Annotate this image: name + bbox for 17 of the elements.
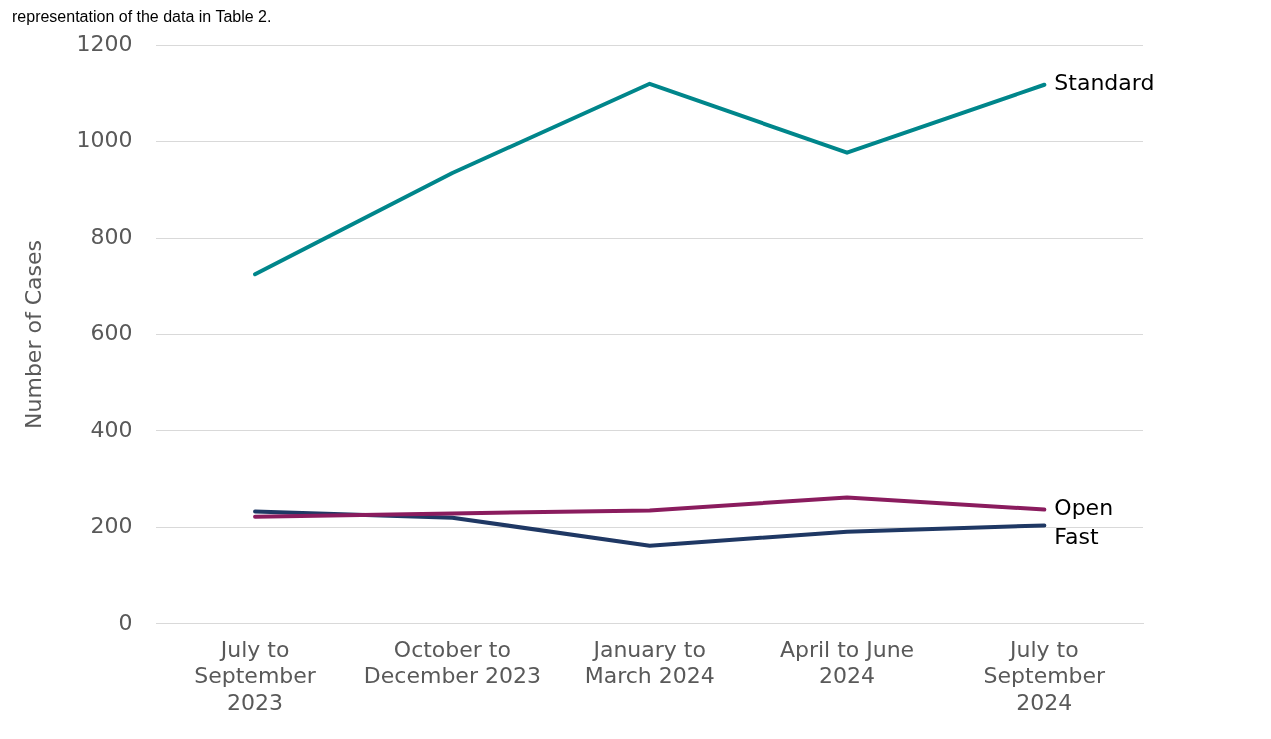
y-tick-label: 600 — [90, 320, 133, 346]
y-tick-label: 400 — [90, 416, 133, 442]
series-label: Fast — [1054, 524, 1099, 550]
x-tick-label: July to September 2024 — [983, 636, 1107, 715]
y-tick-label: 0 — [118, 609, 133, 635]
x-tick-label: April to June 2024 — [779, 636, 915, 689]
x-tick-label: January to March 2024 — [584, 636, 715, 689]
y-axis-title: Number of Cases — [20, 240, 46, 429]
series-label: Standard — [1054, 70, 1155, 96]
y-tick-label: 1000 — [76, 127, 133, 153]
y-tick-label: 1200 — [76, 30, 133, 56]
text: representation of the data in Table 2. — [12, 8, 272, 26]
y-tick-label: 800 — [90, 223, 133, 249]
y-tick-label: 200 — [90, 513, 133, 539]
x-tick-label: July to September 2023 — [194, 636, 317, 715]
series-label: Open — [1054, 495, 1114, 521]
x-tick-label: October to December 2023 — [363, 636, 541, 689]
